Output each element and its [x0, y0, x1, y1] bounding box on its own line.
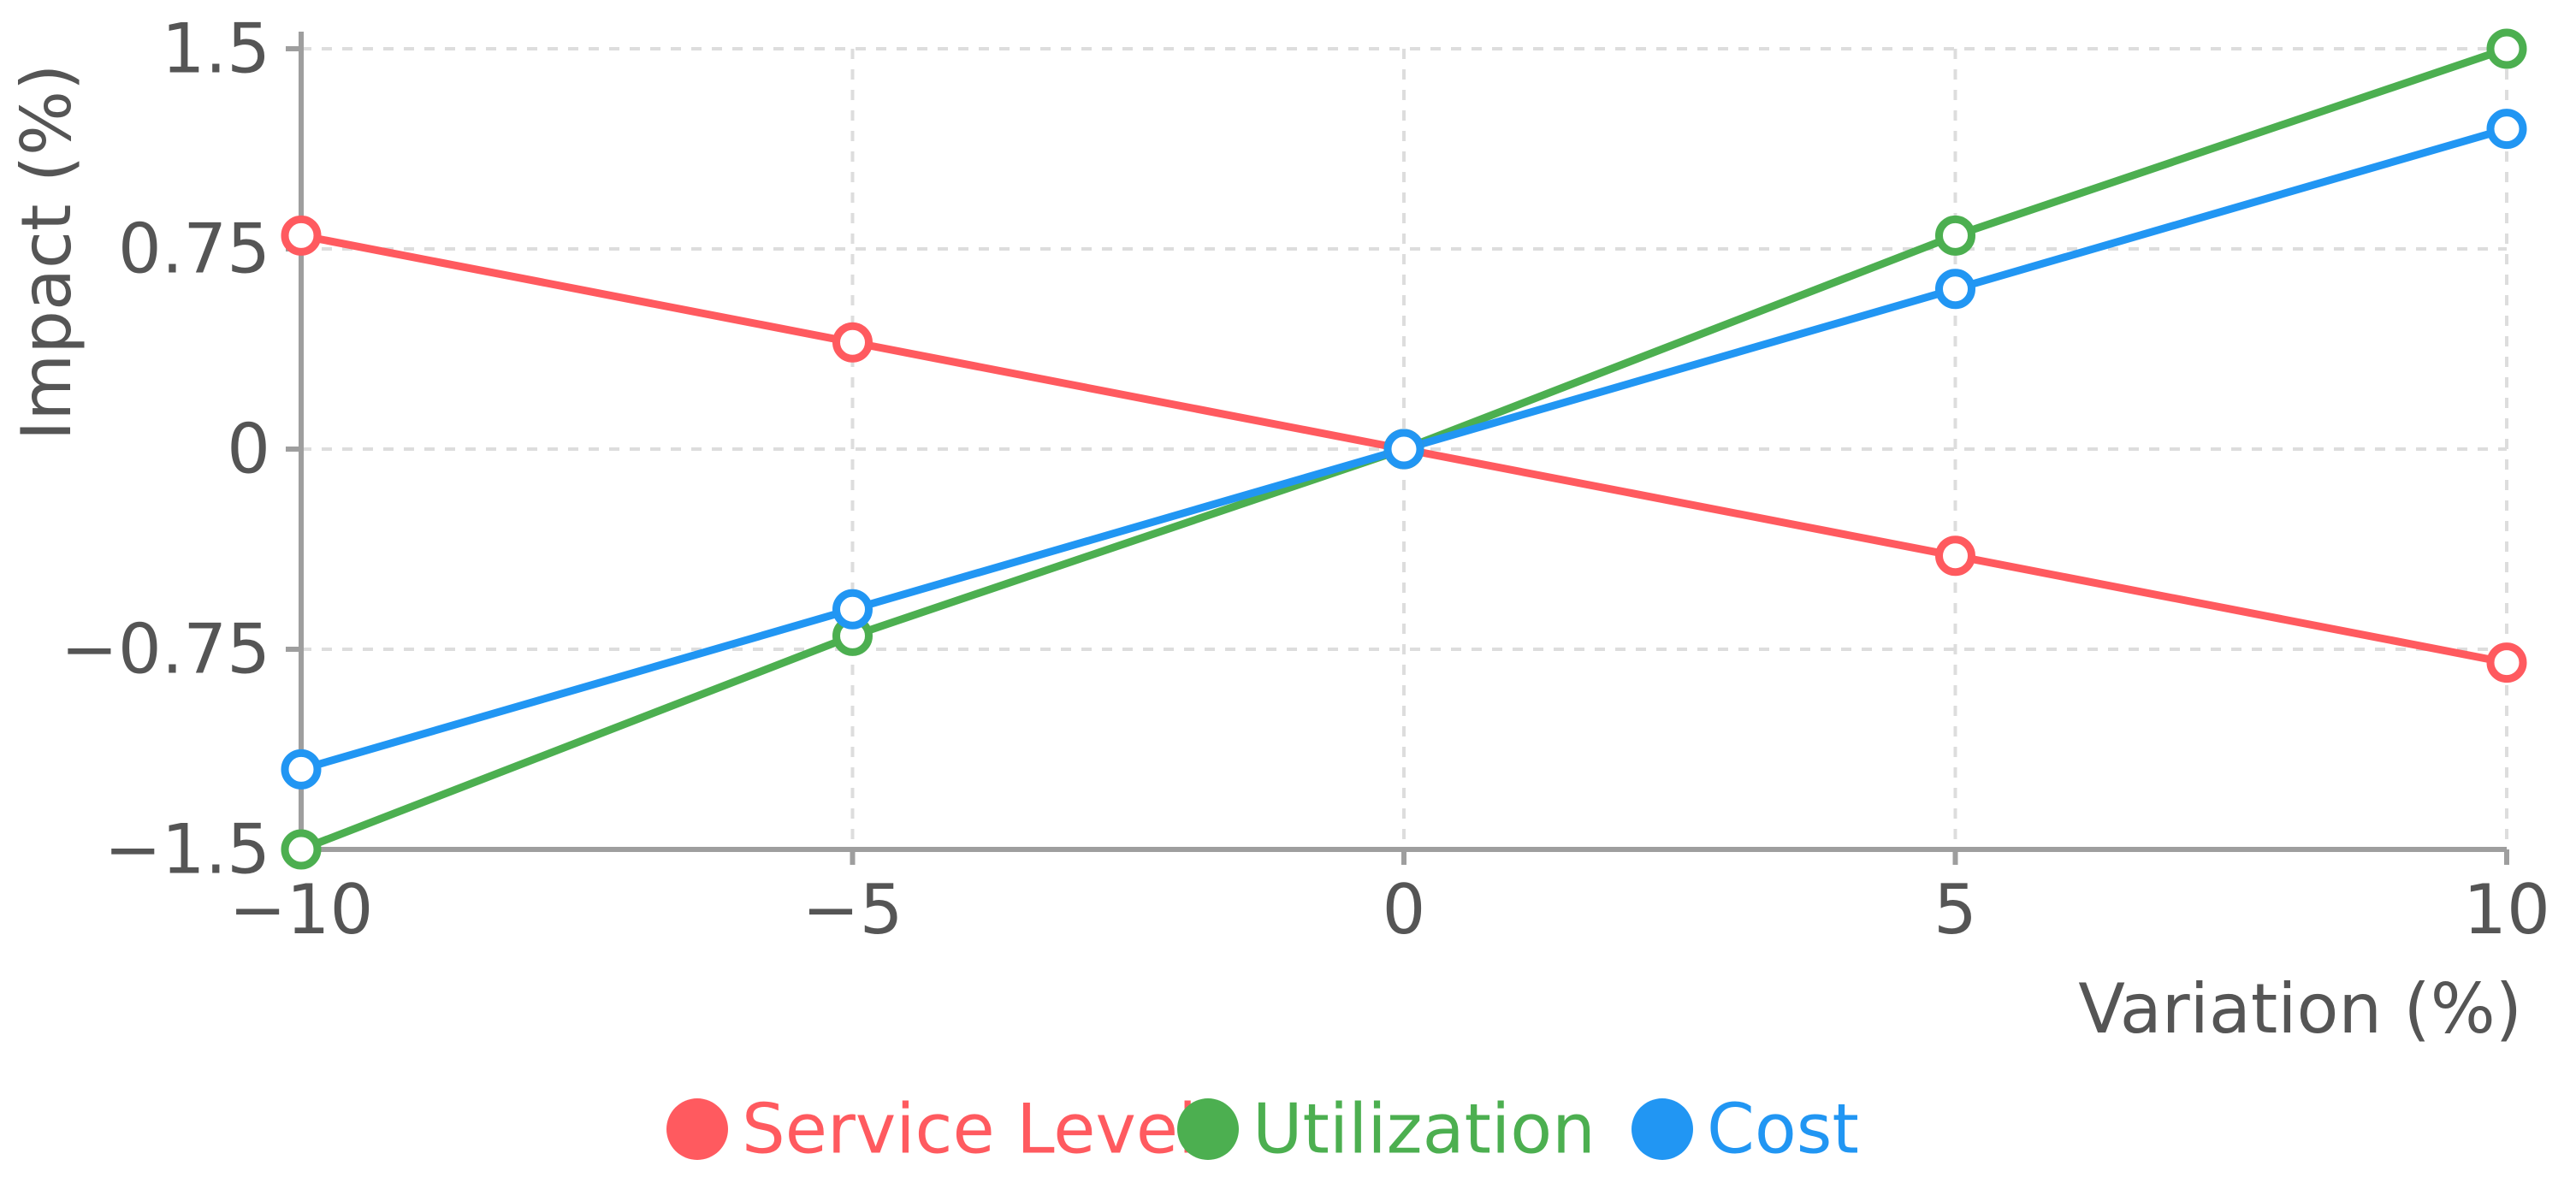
y-tick-label: 0 — [227, 410, 270, 489]
tick-labels: −1.5 −0.75 0 0.75 1.5 −10 −5 0 5 10 — [61, 9, 2550, 950]
legend-swatch — [666, 1098, 728, 1160]
data-point-service-level[interactable] — [281, 215, 322, 256]
data-point-cost[interactable] — [2486, 109, 2527, 150]
x-axis-title: Variation (%) — [2078, 969, 2522, 1049]
x-tick-label: 10 — [2463, 870, 2550, 950]
legend-label: Utilization — [1252, 1090, 1596, 1169]
data-point-utilization[interactable] — [281, 829, 322, 870]
legend-item-service-level[interactable]: Service Level — [666, 1090, 1197, 1169]
x-tick-label: 5 — [1933, 870, 1977, 950]
legend: Service Level Utilization Cost — [666, 1090, 1859, 1169]
legend-swatch — [1631, 1098, 1693, 1160]
y-tick-label: −1.5 — [104, 810, 270, 890]
legend-swatch — [1177, 1098, 1239, 1160]
data-point-cost[interactable] — [1935, 269, 1975, 310]
legend-item-utilization[interactable]: Utilization — [1177, 1090, 1596, 1169]
data-point-cost[interactable] — [1383, 429, 1424, 470]
y-tick-label: 1.5 — [162, 9, 270, 89]
data-point-service-level[interactable] — [2486, 642, 2527, 683]
legend-label: Cost — [1707, 1090, 1859, 1169]
x-tick-label: −10 — [229, 870, 374, 950]
series-markers — [281, 28, 2527, 870]
y-axis-title: Impact (%) — [7, 64, 86, 441]
data-point-service-level[interactable] — [832, 322, 873, 363]
x-tick-label: −5 — [802, 870, 903, 950]
y-tick-label: 0.75 — [118, 210, 270, 289]
legend-item-cost[interactable]: Cost — [1631, 1090, 1859, 1169]
legend-label: Service Level — [742, 1090, 1197, 1169]
x-tick-label: 0 — [1383, 870, 1426, 950]
y-tick-label: −0.75 — [61, 610, 270, 689]
data-point-service-level[interactable] — [1935, 535, 1975, 577]
data-point-utilization[interactable] — [2486, 28, 2527, 69]
data-point-utilization[interactable] — [1935, 215, 1975, 256]
data-point-cost[interactable] — [832, 589, 873, 630]
data-point-cost[interactable] — [281, 748, 322, 790]
